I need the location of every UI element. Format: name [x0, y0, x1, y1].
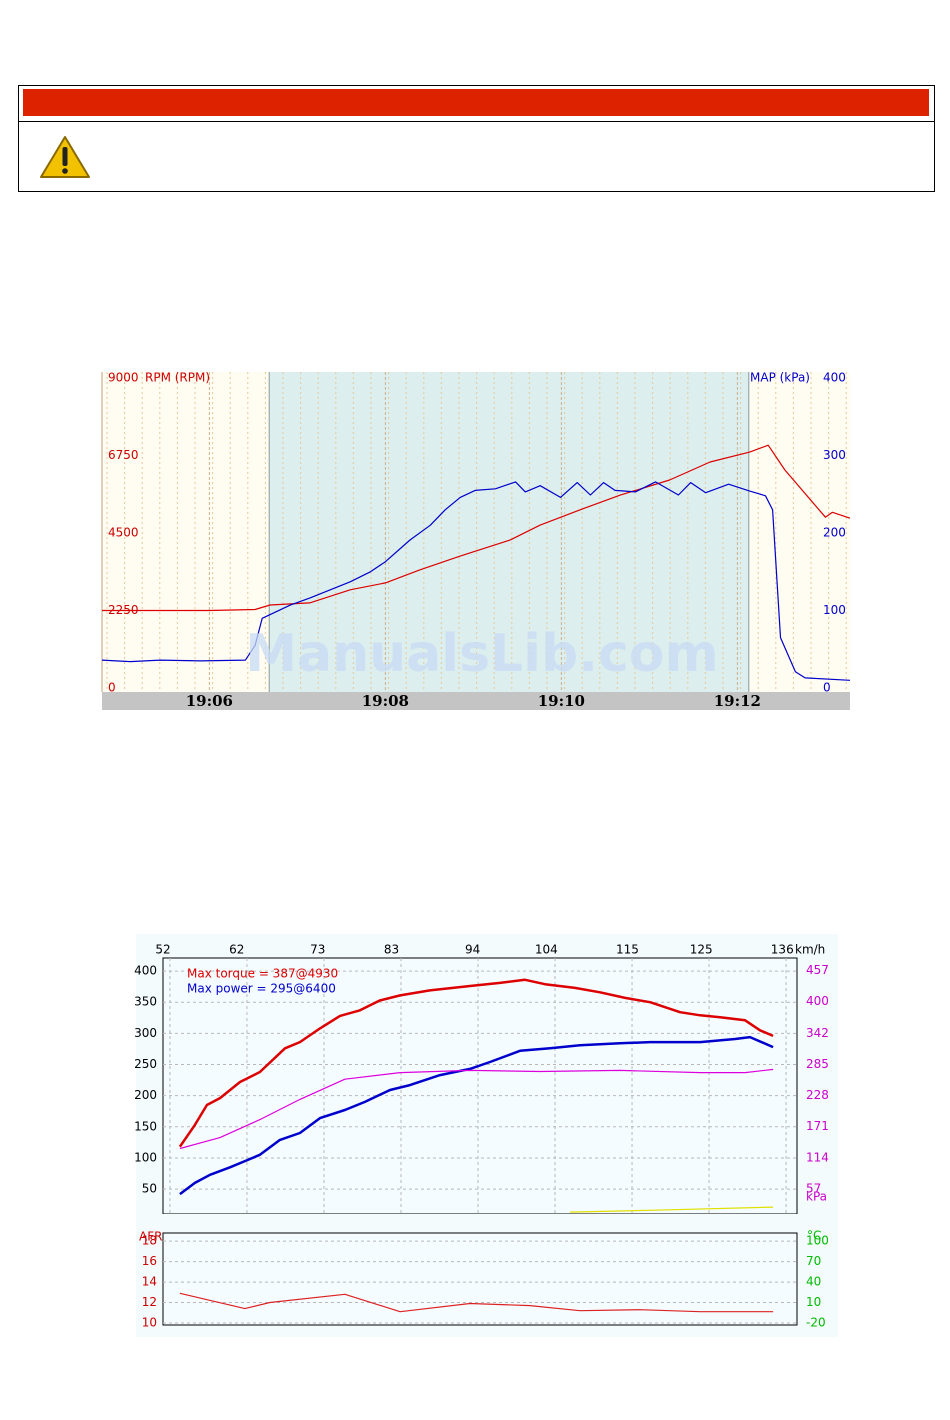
- y-tick-label: 6750: [108, 448, 139, 462]
- y2-axis-label: °C: [807, 1229, 821, 1243]
- y-tick-label: 16: [142, 1254, 157, 1268]
- y2-tick-label: 0: [823, 681, 831, 695]
- y2-tick-label: 114: [806, 1150, 829, 1164]
- y-tick-label: 4500: [108, 526, 139, 540]
- x2-tick-label: 73: [310, 943, 325, 957]
- x2-tick-label: 94: [465, 943, 480, 957]
- series-line: [101, 481, 851, 681]
- x-tick-label: 19:06: [186, 692, 233, 710]
- watermark: ManualsLib.com: [245, 624, 718, 684]
- y-tick-label: 350: [134, 995, 157, 1009]
- y2-tick-label: 171: [806, 1119, 829, 1133]
- y-axis-label: RPM (RPM): [145, 371, 210, 385]
- y2-tick-label: 57: [806, 1181, 821, 1195]
- series-line: [178, 978, 774, 1148]
- y2-tick-label: 457: [806, 963, 829, 977]
- y2-axis-label: kPa: [806, 1190, 827, 1204]
- x2-tick-label: 62: [229, 943, 244, 957]
- warning-icon: [40, 136, 90, 178]
- x2-tick-label: 52: [155, 943, 170, 957]
- y2-tick-label: 200: [823, 526, 846, 540]
- x2-tick-label: 104: [535, 943, 558, 957]
- y2-tick-label: 100: [823, 603, 846, 617]
- y2-tick-label: 285: [806, 1057, 829, 1071]
- x2-tick-label: 83: [384, 943, 399, 957]
- series-line: [102, 444, 851, 612]
- annotation: Max power = 295@6400: [187, 982, 336, 996]
- x-tick-label: 19:10: [538, 692, 585, 710]
- y2-tick-label: 300: [823, 448, 846, 462]
- y2-tick-label: -20: [806, 1315, 826, 1329]
- y-tick-label: 0: [108, 681, 116, 695]
- y2-tick-label: 400: [823, 371, 846, 385]
- y2-tick-label: 342: [806, 1026, 829, 1040]
- y-tick-label: 250: [134, 1057, 157, 1071]
- y-tick-label: 100: [134, 1150, 157, 1164]
- y-tick-label: 150: [134, 1119, 157, 1133]
- series-line: [179, 1292, 774, 1313]
- y2-axis-label: MAP (kPa): [750, 371, 810, 385]
- y2-tick-label: 40: [806, 1275, 821, 1289]
- x-tick-label: 19:08: [362, 692, 409, 710]
- warning-header: [23, 89, 929, 116]
- series-line: [569, 1206, 774, 1213]
- plot-area: [162, 957, 798, 1215]
- y-tick-label: 14: [142, 1275, 157, 1289]
- plot-area: [162, 1232, 798, 1326]
- x2-tick-label: 125: [690, 943, 713, 957]
- chart: 10 12 14 16 18 -20 10 40 70 100 AFR °C: [136, 1214, 838, 1337]
- chart: 50 100 150 200 250 300 350 400 57 114 171 228 285 342…: [134, 934, 838, 1231]
- y2-tick-label: 400: [806, 994, 829, 1008]
- y2-tick-label: 228: [806, 1088, 829, 1102]
- y-tick-label: 200: [134, 1088, 157, 1102]
- highlight-range: [269, 372, 749, 692]
- x2-tick-label: 136: [771, 943, 794, 957]
- series-line: [179, 1035, 774, 1196]
- y-tick-label: 400: [134, 964, 157, 978]
- y-tick-label: 50: [142, 1182, 157, 1196]
- annotation: Max torque = 387@4930: [187, 967, 338, 981]
- y-tick-label: 12: [142, 1295, 157, 1309]
- y2-tick-label: 10: [806, 1295, 821, 1309]
- y2-tick-label: 70: [806, 1254, 821, 1268]
- time-bar: [102, 692, 850, 710]
- y-tick-label: 18: [142, 1234, 157, 1248]
- series-line: [179, 1068, 774, 1150]
- x-tick-label: 19:12: [714, 692, 761, 710]
- y-tick-label: 9000: [108, 371, 139, 385]
- y2-tick-label: 100: [806, 1234, 829, 1248]
- y-axis-label: AFR: [139, 1230, 162, 1244]
- y-tick-label: 300: [134, 1026, 157, 1040]
- x2-axis-label: km/h: [795, 943, 825, 957]
- x2-tick-label: 115: [616, 943, 639, 957]
- y-tick-label: 10: [142, 1315, 157, 1329]
